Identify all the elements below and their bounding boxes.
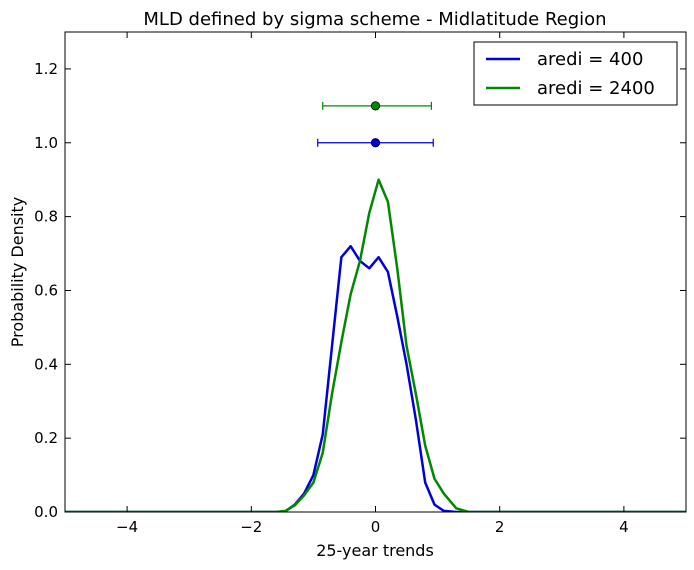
y-tick-label-1: 0.2	[34, 429, 58, 447]
plot-area: −4 −2 0 2 4 0.0 0.2 0.4 0.6 0.8 1.0 1.2	[34, 31, 687, 536]
series-line-0	[65, 244, 686, 512]
y-tick-label-2: 0.4	[34, 355, 58, 373]
y-tick-label-5: 1.0	[34, 134, 58, 152]
errorbar-marker-1	[370, 138, 381, 148]
x-tick-label-1: −2	[240, 518, 262, 536]
x-tick-label-4: 4	[619, 518, 629, 536]
y-tick-label-4: 0.8	[34, 208, 58, 226]
x-tick-label-3: 2	[495, 518, 505, 536]
x-tick-label-0: −4	[116, 518, 138, 536]
legend: aredi = 400 aredi = 2400	[473, 41, 678, 106]
legend-label-1: aredi = 2400	[537, 78, 655, 99]
y-axis-label: Probability Density	[8, 197, 27, 348]
legend-box	[473, 41, 678, 106]
x-tick-label-2: 0	[371, 518, 381, 536]
series-line-1	[65, 178, 686, 512]
legend-label-0: aredi = 400	[537, 49, 643, 70]
y-tick-label-3: 0.6	[34, 281, 58, 299]
y-tick-label-6: 1.2	[34, 60, 58, 78]
chart-title: MLD defined by sigma scheme - Midlatitud…	[143, 9, 606, 30]
errorbar-marker-0	[370, 101, 381, 111]
y-tick-label-0: 0.0	[34, 503, 58, 521]
x-axis-label: 25-year trends	[316, 541, 434, 560]
